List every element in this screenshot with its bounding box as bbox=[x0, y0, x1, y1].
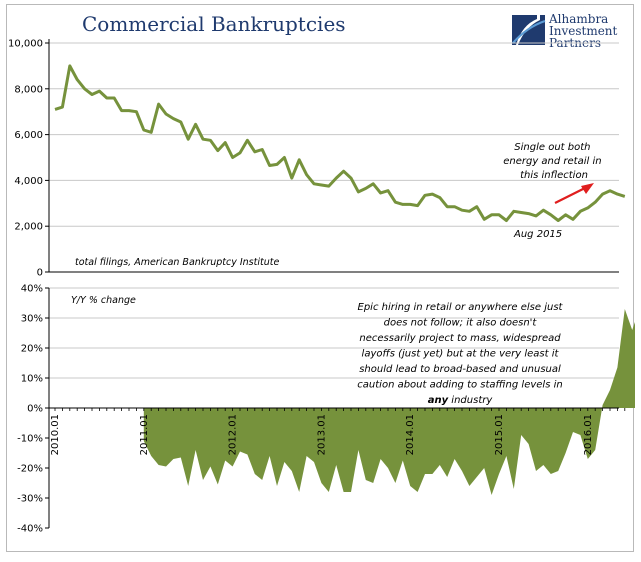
alhambra-logo: Alhambra Investment Partners bbox=[512, 12, 618, 50]
bottom-note: Y/Y % change bbox=[71, 295, 136, 306]
epic-hiring-annotation: Epic hiring in retail or anywhere else j… bbox=[357, 302, 563, 406]
y-tick-label: 30% bbox=[21, 314, 43, 325]
epic-annotation-segment: does not follow; it also doesn't bbox=[384, 318, 538, 329]
inflection-annotation-line: this inflection bbox=[520, 170, 588, 181]
epic-annotation-segment: layoffs (just yet) but at the very least… bbox=[362, 349, 560, 360]
y-tick-label: -30% bbox=[17, 494, 43, 505]
top-note: total filings, American Bankruptcy Insti… bbox=[75, 257, 279, 268]
epic-annotation-segment: caution about adding to staffing levels … bbox=[357, 380, 562, 391]
logo-line-1: Alhambra bbox=[548, 12, 608, 26]
y-tick-label: 10,000 bbox=[8, 39, 43, 50]
bottom-y-axis-ticks: -40% -30% -20% -10% 0% 10% 20% 30% 40% bbox=[17, 284, 49, 535]
bottom-x-axis-ticks: 2010.01 2011.01 2012.01 2013.01 2014.01 2015.… bbox=[50, 408, 626, 455]
epic-annotation-segment: should lead to broad-based and unusual bbox=[359, 364, 561, 375]
y-tick-label: 40% bbox=[21, 284, 43, 295]
y-tick-label: 0 bbox=[37, 268, 43, 279]
inflection-annotation: Single out both energy and retail in thi… bbox=[503, 142, 605, 181]
y-tick-label: 10% bbox=[21, 374, 43, 385]
epic-annotation-segment: Epic hiring in retail or anywhere else j… bbox=[358, 302, 564, 313]
logo-mark-icon bbox=[512, 15, 546, 45]
y-tick-label: 4,000 bbox=[14, 176, 43, 187]
x-tick-label: 2013.01 bbox=[316, 414, 327, 455]
aug-2015-label: Aug 2015 bbox=[513, 229, 562, 240]
y-tick-label: 2,000 bbox=[14, 222, 43, 233]
y-tick-label: -10% bbox=[17, 434, 43, 445]
x-tick-label: 2014.01 bbox=[405, 414, 416, 455]
x-tick-label: 2016.01 bbox=[583, 414, 594, 455]
chart-frame: Commercial Bankruptcies Alhambra Investm… bbox=[6, 4, 635, 552]
x-tick-label: 2015.01 bbox=[494, 414, 505, 455]
y-tick-label: 20% bbox=[21, 344, 43, 355]
top-gridlines bbox=[49, 42, 619, 227]
red-arrow-icon bbox=[554, 183, 594, 204]
y-tick-label: 0% bbox=[27, 404, 43, 415]
y-tick-label: -20% bbox=[17, 464, 43, 475]
chart-svg: Commercial Bankruptcies Alhambra Investm… bbox=[8, 12, 635, 535]
chart-title: Commercial Bankruptcies bbox=[82, 12, 346, 36]
yoy-change-area bbox=[143, 309, 635, 495]
epic-annotation-segment: industry bbox=[448, 395, 493, 406]
bottom-gridlines bbox=[49, 287, 619, 379]
logo-line-2: Investment bbox=[549, 24, 618, 38]
epic-annotation-segment: any bbox=[428, 395, 449, 406]
y-tick-label: 6,000 bbox=[14, 130, 43, 141]
y-tick-label: 8,000 bbox=[14, 84, 43, 95]
inflection-annotation-line: Single out both bbox=[514, 142, 590, 153]
x-tick-label: 2011.01 bbox=[139, 414, 150, 455]
inflection-annotation-line: energy and retail in bbox=[503, 156, 601, 167]
x-tick-label: 2010.01 bbox=[50, 414, 61, 455]
epic-annotation-segment: necessarily project to mass, widespread bbox=[359, 333, 561, 344]
x-tick-label: 2012.01 bbox=[228, 414, 239, 455]
top-y-axis-ticks: 0 2,000 4,000 6,000 8,000 10,000 bbox=[8, 39, 49, 279]
y-tick-label: -40% bbox=[17, 524, 43, 535]
bankruptcies-line bbox=[54, 64, 626, 222]
